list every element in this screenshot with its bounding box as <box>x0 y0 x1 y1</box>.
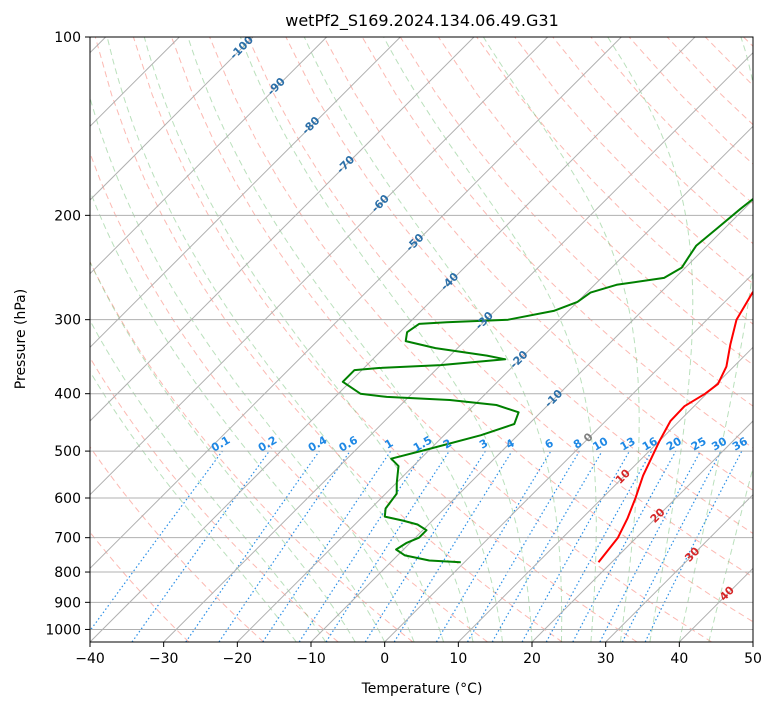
y-tick-label: 400 <box>54 387 81 403</box>
y-axis-title: Pressure (hPa) <box>13 289 29 389</box>
isotherm-line <box>90 37 622 570</box>
plot-frame <box>89 36 754 643</box>
y-tick-label: 700 <box>54 531 81 547</box>
mixing-ratio-line <box>521 450 631 642</box>
dry-adiabat <box>209 37 753 623</box>
mixing-ratio-line <box>572 450 677 642</box>
moist-adiabat <box>482 37 640 642</box>
isotherm-line <box>457 346 753 642</box>
x-tick-label: −40 <box>75 651 105 667</box>
y-tick-label: 900 <box>54 595 81 611</box>
y-tick-label: 200 <box>54 208 81 224</box>
dry-adiabat <box>323 37 753 491</box>
moist-adiabat <box>678 37 753 642</box>
isotherm-lines <box>90 37 753 642</box>
isotherm-line <box>90 37 401 349</box>
moist-adiabat <box>187 37 503 642</box>
moist-adiabat <box>90 189 386 642</box>
isotherm-line <box>384 272 753 642</box>
dry-adiabats <box>90 37 753 642</box>
dry-adiabat <box>90 446 264 642</box>
y-tick-label: 300 <box>54 313 81 329</box>
mixing-ratio-line <box>218 450 351 642</box>
mixing-ratio-line <box>185 450 320 642</box>
moist-adiabat <box>239 37 533 642</box>
dry-adiabat <box>247 37 753 578</box>
x-tick-label: −20 <box>223 651 253 667</box>
dry-adiabat <box>476 37 753 325</box>
x-tick-label: 30 <box>597 651 615 667</box>
y-tick-label: 600 <box>54 491 81 507</box>
y-tick-label: 1000 <box>45 622 81 638</box>
y-axis: 100 200 300 400 500 600 700 800 900 1000 <box>45 30 90 638</box>
mixing-ratio-line <box>393 450 513 642</box>
dry-adiabat <box>90 356 339 642</box>
x-axis: −40 −30 −20 −10 0 10 20 30 40 50 <box>75 642 762 667</box>
isotherm-line <box>163 51 753 642</box>
isotherm-line <box>605 493 753 642</box>
mixing-ratio-line <box>545 450 653 642</box>
mixing-ratio-line <box>644 450 743 642</box>
x-tick-label: 20 <box>523 651 541 667</box>
x-tick-label: −10 <box>296 651 326 667</box>
dry-adiabat <box>514 37 753 285</box>
isotherm-line <box>752 641 753 642</box>
isotherm-line <box>531 420 753 642</box>
temperature-profile-line <box>597 290 753 563</box>
moist-adiabat <box>106 37 445 642</box>
x-tick-label: 0 <box>380 651 389 667</box>
moist-adiabat <box>383 37 597 642</box>
dry-adiabat <box>132 37 638 642</box>
pressure-gridlines <box>90 37 753 630</box>
x-tick-label: 50 <box>744 651 762 667</box>
moist-adiabat <box>607 37 694 642</box>
chart-title: wetPf2_S169.2024.134.06.49.G31 <box>285 11 559 31</box>
sounding-series <box>341 197 753 564</box>
isotherm-line <box>90 37 328 275</box>
y-tick-label: 100 <box>54 30 81 46</box>
dewpoint-profile-line <box>341 197 753 564</box>
mixing-ratio-line <box>131 450 270 642</box>
y-tick-label: 800 <box>54 565 81 581</box>
moist-adiabat <box>90 370 297 642</box>
dry-adiabat <box>171 37 712 642</box>
moist-adiabat <box>303 37 563 642</box>
plot-background <box>90 37 753 642</box>
x-tick-label: 40 <box>670 651 688 667</box>
mixing-ratio-line <box>262 450 392 642</box>
isotherm-line <box>90 37 696 642</box>
isotherm-line <box>90 37 254 201</box>
moist-adiabat <box>90 260 356 642</box>
moist-adiabat <box>143 37 474 642</box>
plot-area <box>90 37 753 642</box>
y-tick-label: 500 <box>54 444 81 460</box>
x-tick-label: 10 <box>449 651 467 667</box>
x-axis-title: Temperature (°C) <box>361 681 483 697</box>
mixing-ratio-line <box>90 450 223 632</box>
mixing-ratio-lines <box>90 450 743 642</box>
x-tick-label: −30 <box>149 651 179 667</box>
isotherm-line <box>236 125 753 642</box>
mixing-ratio-line <box>325 450 450 642</box>
dry-adiabat <box>285 37 753 535</box>
moist-adiabat <box>90 319 327 642</box>
dry-adiabat <box>94 37 563 642</box>
dry-adiabat <box>90 260 414 642</box>
moist-adiabat <box>708 466 753 642</box>
isotherm-line <box>90 37 549 496</box>
isotherm-line <box>90 37 475 422</box>
